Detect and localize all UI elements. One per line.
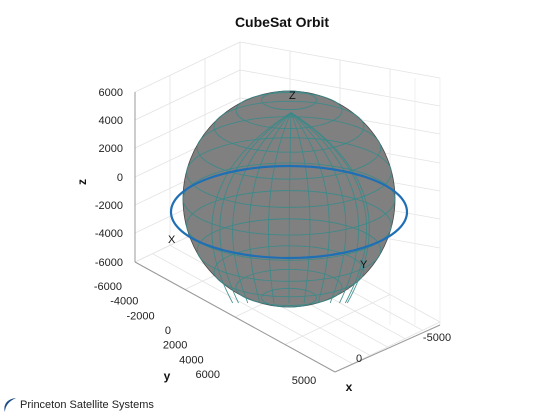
y-tick-label: -6000 — [94, 281, 122, 293]
longitude-line — [268, 112, 292, 304]
longitude-line — [290, 112, 359, 304]
annotation-x: X — [168, 234, 176, 246]
longitude-line — [290, 112, 311, 304]
swoosh-logo-icon — [4, 398, 16, 412]
x-tick-label: 0 — [356, 353, 362, 365]
x-tick-label: 5000 — [292, 375, 316, 387]
y-tick-label: -4000 — [110, 296, 138, 308]
longitude-line — [288, 112, 292, 304]
grid-line — [284, 294, 391, 345]
y-tick-label: 2000 — [163, 340, 187, 352]
y-tick-label: 6000 — [196, 369, 220, 381]
y-tick-label: -2000 — [127, 310, 155, 322]
axis-edge — [134, 261, 336, 373]
z-tick-label: -6000 — [95, 257, 123, 269]
tick-labels: 6000 4000 2000 0 -2000 -4000 -6000 -6000 -4000 -2… — [94, 87, 451, 387]
x-axis-label: x — [346, 380, 353, 394]
earth-sphere — [182, 90, 396, 308]
z-tick-label: 4000 — [99, 115, 123, 127]
y-axis-label: y — [164, 369, 171, 383]
latitude-line — [261, 90, 317, 111]
orbit-ring — [169, 164, 409, 260]
longitude-line — [290, 112, 347, 304]
longitude-line — [211, 112, 292, 304]
grid-line — [134, 69, 241, 121]
y-tick-label: 0 — [165, 325, 171, 337]
longitude-line — [290, 112, 370, 304]
grid-line — [134, 41, 241, 93]
grid-line — [134, 97, 241, 149]
orbit-path — [169, 164, 409, 260]
grid-line — [239, 41, 441, 79]
z-tick-label: -4000 — [95, 228, 123, 240]
annotation-y: Y — [360, 259, 368, 271]
chart-title: CubeSat Orbit — [235, 14, 329, 30]
z-tick-label: 0 — [117, 172, 123, 184]
z-axis-label: z — [75, 179, 89, 185]
longitude-line — [219, 112, 292, 304]
latitude-line — [235, 92, 343, 129]
longitude-line — [248, 112, 292, 304]
z-tick-label: 2000 — [99, 143, 123, 155]
annotation-z: Z — [289, 90, 296, 102]
company-logo: Princeton Satellite Systems — [2, 394, 154, 416]
z-tick-label: 6000 — [99, 87, 123, 99]
longitude-line — [232, 112, 292, 304]
longitude-line — [290, 112, 330, 304]
latitude-line — [213, 100, 365, 153]
x-tick-label: -5000 — [423, 332, 451, 344]
z-tick-label: -2000 — [95, 200, 123, 212]
axis-edge — [334, 324, 441, 373]
logo-text: Princeton Satellite Systems — [20, 399, 154, 411]
longitude-line — [290, 112, 367, 304]
y-tick-label: 4000 — [179, 354, 203, 366]
grid-line — [239, 69, 441, 107]
